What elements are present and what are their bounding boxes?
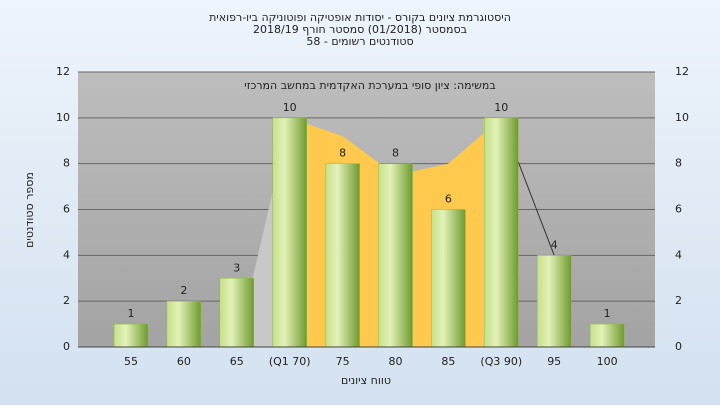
y-tick-label: 4 <box>63 248 70 261</box>
bar <box>536 255 572 348</box>
y2-tick-label: 8 <box>675 157 682 170</box>
x-tick-label: 65 <box>230 355 244 368</box>
title-line: סטודנטים רשומים - 58 <box>306 35 413 48</box>
bar <box>219 278 255 348</box>
y-tick-label: 12 <box>56 65 70 78</box>
data-label: 1 <box>128 307 135 320</box>
x-tick-label: 75 <box>336 355 350 368</box>
bar <box>166 300 202 348</box>
x-tick-label: (Q3 90) <box>480 355 522 368</box>
bar <box>484 117 519 348</box>
bar <box>431 209 466 348</box>
data-label: 10 <box>494 101 508 114</box>
title-line: בסמסטר (01/2018) סמסטר חורף 2018/19 <box>253 23 467 36</box>
data-label: 8 <box>392 147 399 160</box>
x-tick-label: 60 <box>177 355 191 368</box>
y-tick-label: 0 <box>63 340 70 353</box>
bar <box>272 117 307 348</box>
bar <box>589 323 625 348</box>
x-tick-label: 100 <box>597 355 618 368</box>
data-label: 2 <box>180 284 187 297</box>
data-label: 8 <box>339 147 346 160</box>
data-label: 6 <box>445 193 452 206</box>
x-tick-label: 80 <box>389 355 403 368</box>
annotation: במשימה: ציון סופי במערכת האקדמית במחשב ה… <box>244 79 495 92</box>
y2-tick-label: 12 <box>675 65 689 78</box>
y2-tick-label: 2 <box>675 294 682 307</box>
bar <box>325 163 360 348</box>
data-label: 10 <box>283 101 297 114</box>
y2-tick-label: 10 <box>675 111 689 124</box>
y-tick-label: 2 <box>63 294 70 307</box>
x-tick-label: 55 <box>124 355 138 368</box>
y-tick-label: 10 <box>56 111 70 124</box>
x-axis-label: טווח ציונים <box>341 374 391 387</box>
x-tick-label: 85 <box>441 355 455 368</box>
data-label: 4 <box>551 238 558 251</box>
y-tick-label: 6 <box>63 203 70 216</box>
y2-tick-label: 0 <box>675 340 682 353</box>
x-tick-label: (Q1 70) <box>269 355 311 368</box>
y-tick-label: 8 <box>63 157 70 170</box>
x-tick-label: 95 <box>547 355 561 368</box>
bar <box>378 163 413 348</box>
title-line: היסטוגרמת ציונים בקורס - יסודות אופטיקה … <box>209 11 511 24</box>
data-label: 1 <box>604 307 611 320</box>
y2-tick-label: 6 <box>675 203 682 216</box>
data-label: 3 <box>233 261 240 274</box>
bar <box>113 323 149 348</box>
y-axis-label: מספר סטודנטים <box>23 172 36 248</box>
y2-tick-label: 4 <box>675 248 682 261</box>
